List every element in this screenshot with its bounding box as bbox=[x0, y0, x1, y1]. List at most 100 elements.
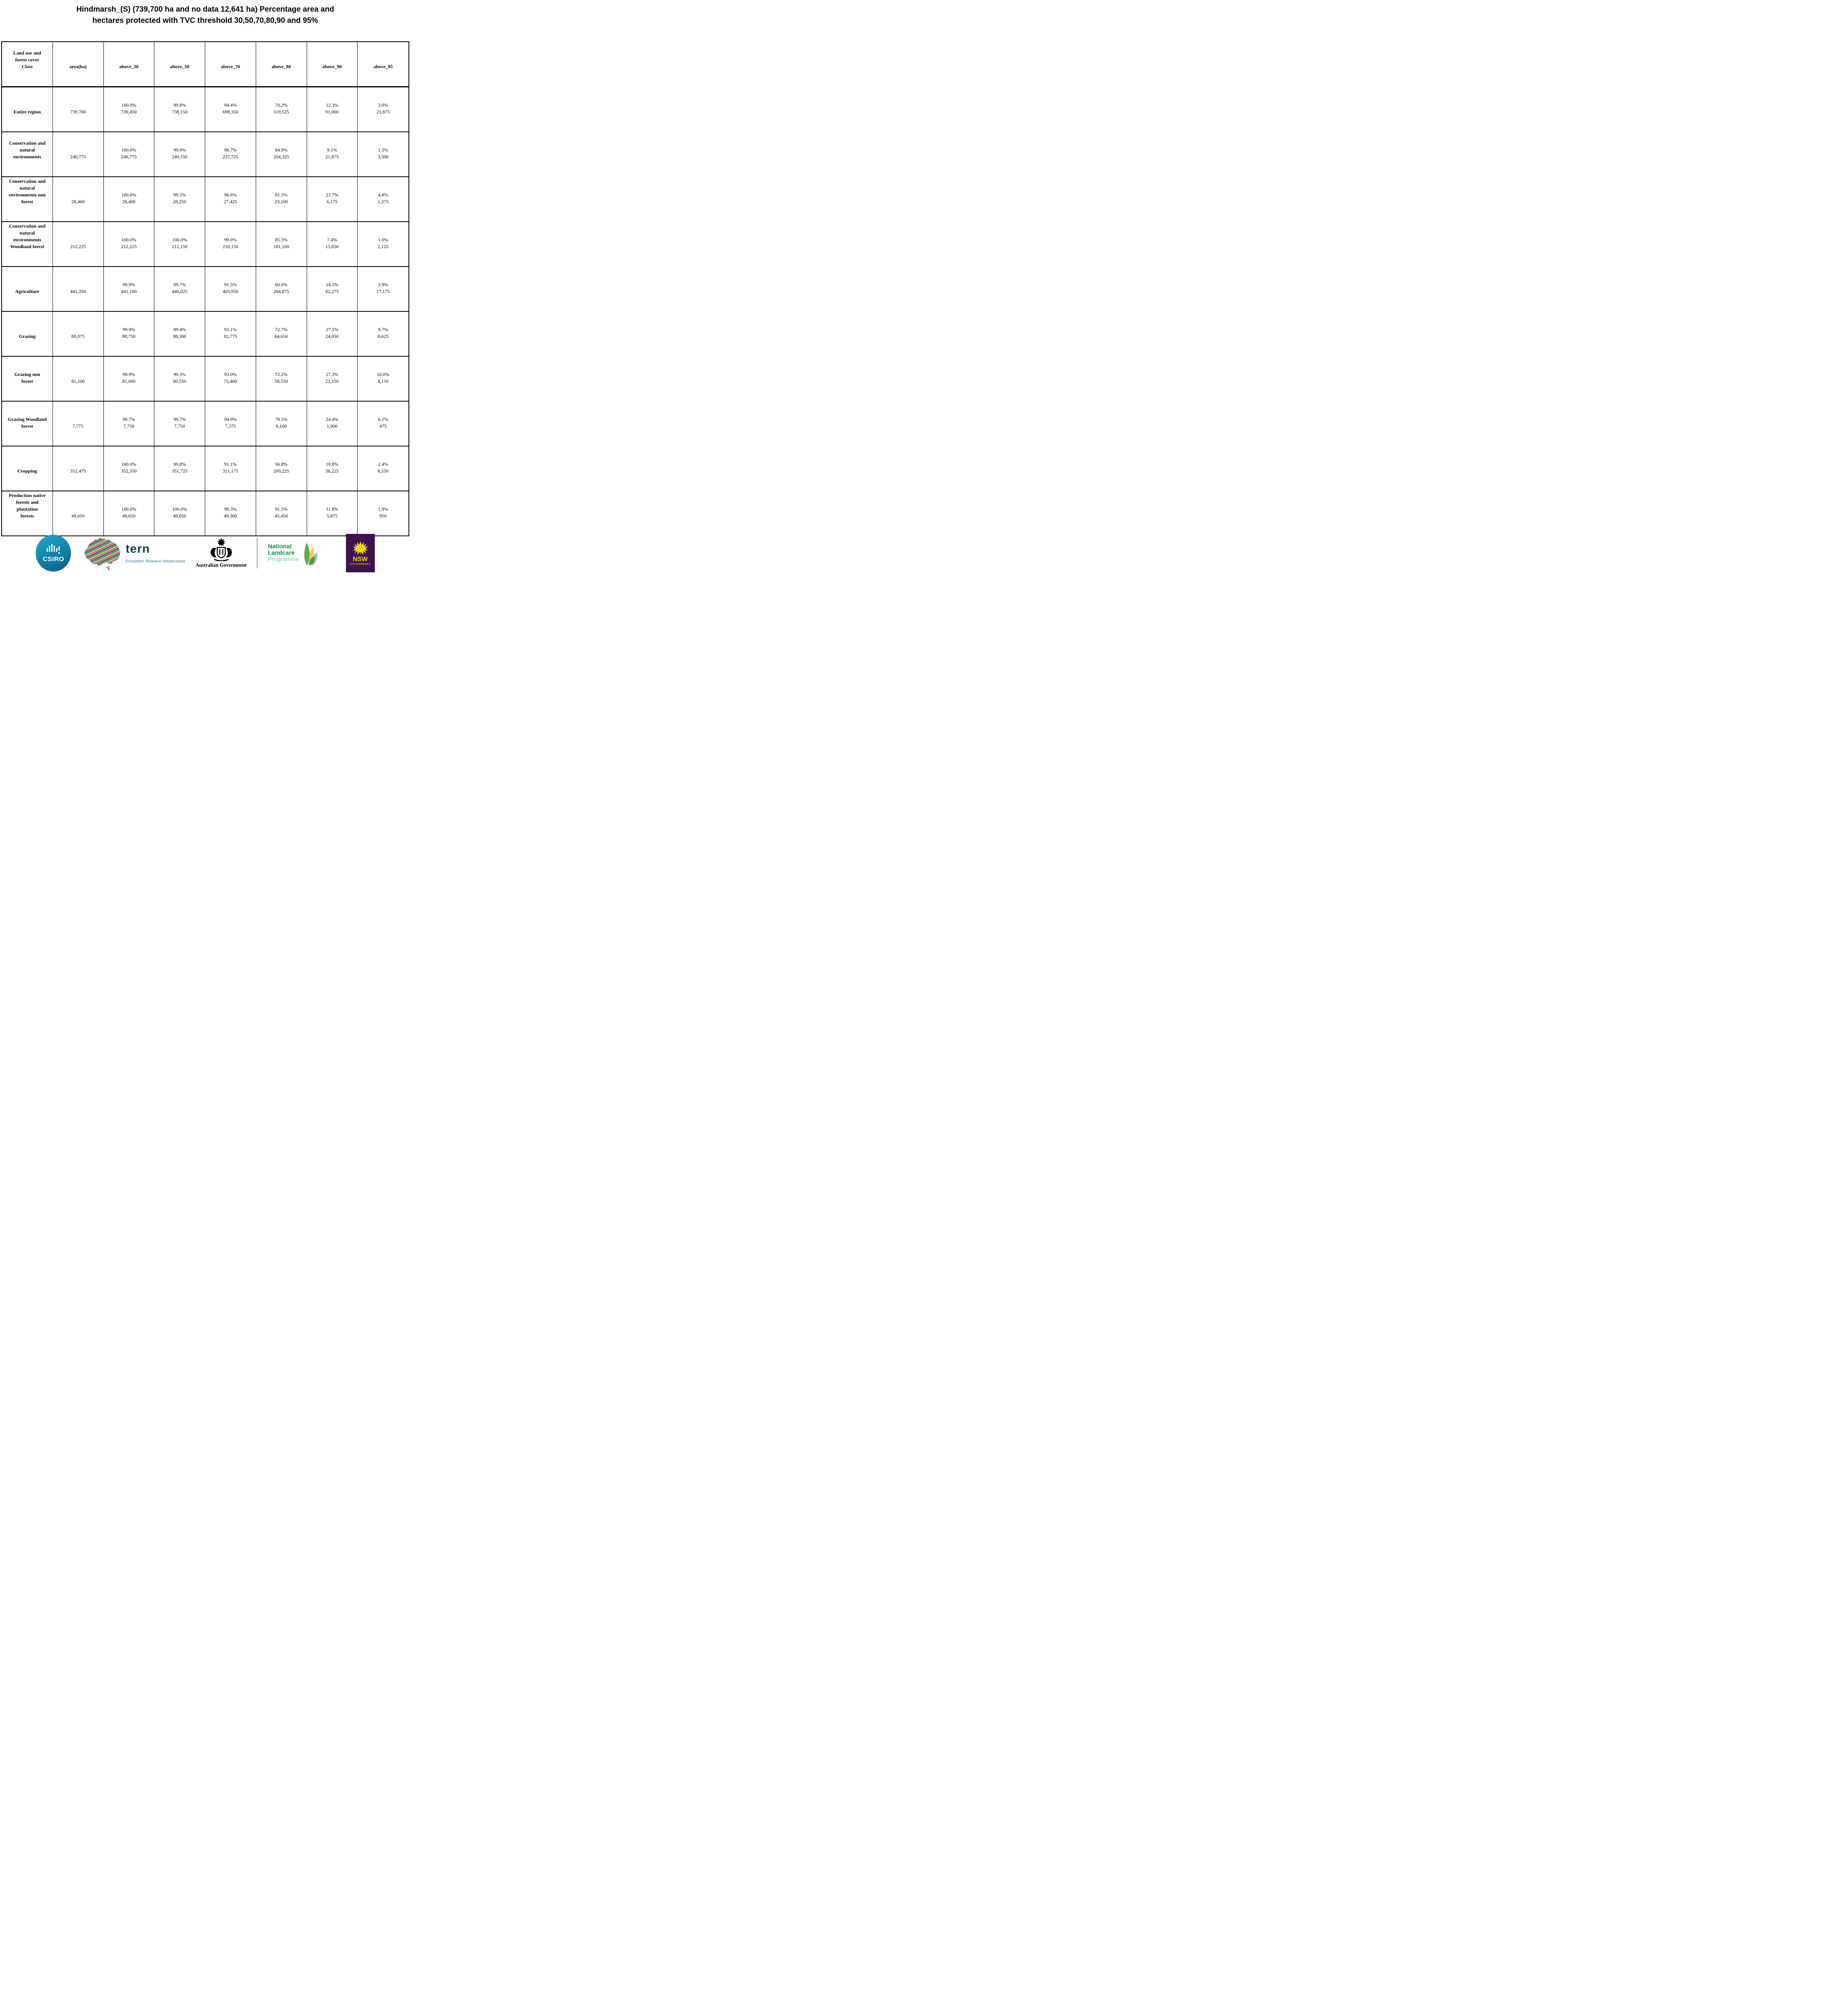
landcare-leaves-icon bbox=[304, 543, 317, 565]
area-cell: 240,775 bbox=[53, 132, 104, 176]
above-70-cell: 94.9% 7,375 bbox=[205, 402, 256, 446]
header-cell-above-50: above_50 bbox=[154, 42, 205, 86]
tern-subtitle: Ecosystem Research Infrastructure bbox=[125, 559, 185, 564]
above-70-cell: 93.0% 75,400 bbox=[205, 357, 256, 401]
above-50-cell: 99.5% 28,250 bbox=[154, 177, 205, 221]
nsw-sublabel: GOVERNMENT bbox=[350, 563, 371, 566]
table-row: Agriculture 441,350 99.9% 441,100 99.7% 44… bbox=[2, 267, 408, 312]
table-row: Entire region 739,700 100.0% 739,450 99.8… bbox=[2, 87, 408, 132]
page-title-line2: hectares protected with TVC threshold 30… bbox=[92, 16, 318, 25]
tern-logo: tern Ecosystem Research Infrastructure bbox=[81, 535, 185, 572]
row-label-cell: Conservation and natural environments Wo… bbox=[2, 222, 53, 266]
row-label-cell: Grazing bbox=[2, 312, 53, 356]
header-cell-class: Land use and forest cover Class bbox=[2, 42, 53, 86]
page-title: Hindmarsh_(S) (739,700 ha and no data 12… bbox=[33, 4, 378, 26]
nsw-waratah-icon bbox=[352, 541, 368, 556]
above-95-cell: 4.8% 1,375 bbox=[378, 192, 389, 204]
above-90-cell: 12.3% 91,000 bbox=[307, 87, 358, 131]
above-50-cell: 99.9% 240,550 bbox=[154, 132, 205, 176]
nsw-label: NSW bbox=[352, 556, 368, 563]
above-90-cell: 21.7% 6,175 bbox=[307, 177, 358, 221]
above-70-cell: 91.5% 403,950 bbox=[205, 267, 256, 311]
above-50-cell: 99.8% 738,150 bbox=[154, 87, 205, 131]
area-cell: 352,475 bbox=[53, 446, 104, 491]
above-70-cell: 96.6% 27,425 bbox=[205, 177, 256, 221]
above-30-cell: 99.9% 81,000 bbox=[104, 357, 155, 401]
above-90-cell: 27.3% 22,150 bbox=[307, 357, 358, 401]
landcare-line1: National bbox=[268, 543, 292, 550]
above-95-cell: 10.0% 8,150 bbox=[377, 372, 390, 384]
table-row: Conservation and natural environments Wo… bbox=[2, 222, 408, 267]
area-cell: 7,775 bbox=[53, 402, 104, 446]
australian-coat-of-arms-icon bbox=[210, 538, 232, 561]
header-cell-above-30: above_30 bbox=[104, 42, 155, 86]
nsw-government-logo: NSW GOVERNMENT bbox=[346, 534, 375, 572]
above-90-cell: 9.1% 21,875 bbox=[307, 132, 358, 176]
table-row: Production native forests and plantation… bbox=[2, 491, 408, 535]
table-header-row: Land use and forest cover Class area(ha)… bbox=[2, 42, 408, 87]
australian-government-logo: Australian Government bbox=[196, 538, 247, 568]
above-70-cell: 99.3% 49,300 bbox=[205, 491, 256, 535]
above-70-cell: 93.1% 82,775 bbox=[205, 312, 256, 356]
above-80-cell: 81.3% 23,100 bbox=[256, 177, 307, 221]
table-row: Grazing non forest 81,100 99.9% 81,000 99… bbox=[2, 357, 408, 402]
above-95-cell: 1.0% 2,125 bbox=[378, 237, 389, 249]
above-70-cell: 99.0% 210,150 bbox=[205, 222, 256, 266]
above-95-cell: 6.1% 475 bbox=[378, 416, 388, 429]
above-90-cell: 27.1% 24,050 bbox=[307, 312, 358, 356]
above-90-cell: 14.1% 62,275 bbox=[307, 267, 358, 311]
tern-label: tern bbox=[125, 542, 150, 556]
above-95-cell: 1.5% 3,500 bbox=[378, 147, 389, 160]
national-landcare-logo: National Landcare Programme bbox=[268, 540, 321, 566]
row-label-cell: Agriculture bbox=[2, 267, 53, 311]
above-80-cell: 84.9% 204,325 bbox=[256, 132, 307, 176]
above-80-cell: 91.5% 45,450 bbox=[256, 491, 307, 535]
row-label-cell: Grazing non forest bbox=[2, 357, 53, 401]
above-30-cell: 100.0% 28,400 bbox=[104, 177, 155, 221]
above-30-cell: 99.9% 88,750 bbox=[104, 312, 155, 356]
area-cell: 49,650 bbox=[53, 491, 104, 535]
above-30-cell: 100.0% 240,775 bbox=[104, 132, 155, 176]
above-30-cell: 100.0% 352,350 bbox=[104, 446, 155, 491]
row-label-cell: Cropping bbox=[2, 446, 53, 491]
area-cell: 81,100 bbox=[53, 357, 104, 401]
above-80-cell: 60.0% 264,875 bbox=[256, 267, 307, 311]
above-50-cell: 100.0% 49,650 bbox=[154, 491, 205, 535]
table-row: Cropping 352,475 100.0% 352,350 99.8% 351,… bbox=[2, 446, 408, 491]
table-row: Conservation and natural environments no… bbox=[2, 177, 408, 222]
csiro-waves-icon bbox=[47, 544, 60, 554]
above-50-cell: 99.7% 7,750 bbox=[154, 402, 205, 446]
table-row: Grazing Woodland forest 7,775 99.7% 7,750… bbox=[2, 402, 408, 446]
row-label-cell: Conservation and natural environments bbox=[2, 132, 53, 176]
above-30-cell: 100.0% 212,225 bbox=[104, 222, 155, 266]
csiro-label: CSIRO bbox=[42, 556, 64, 563]
area-cell: 739,700 bbox=[53, 87, 104, 131]
above-80-cell: 85.3% 181,100 bbox=[256, 222, 307, 266]
area-cell: 88,875 bbox=[53, 312, 104, 356]
area-cell: 28,400 bbox=[53, 177, 104, 221]
above-95-cell: 3.0% 21,875 bbox=[376, 102, 390, 115]
above-30-cell: 99.9% 441,100 bbox=[104, 267, 155, 311]
csiro-logo: CSIRO bbox=[36, 535, 71, 572]
table-row: Conservation and natural environments 24… bbox=[2, 132, 408, 177]
tern-australia-map-icon bbox=[85, 537, 120, 571]
header-cell-area: area(ha) bbox=[53, 42, 104, 86]
above-50-cell: 99.8% 351,725 bbox=[154, 446, 205, 491]
above-90-cell: 11.8% 5,875 bbox=[307, 491, 358, 535]
above-80-cell: 56.8% 200,225 bbox=[256, 446, 307, 491]
header-cell-above-70: above_70 bbox=[205, 42, 256, 86]
above-80-cell: 78.5% 6,100 bbox=[256, 402, 307, 446]
header-cell-above-80: above_80 bbox=[256, 42, 307, 86]
header-cell-above-95: above_95 bbox=[373, 64, 393, 69]
above-95-cell: 2.4% 8,550 bbox=[378, 461, 389, 474]
above-80-cell: 72.2% 58,550 bbox=[256, 357, 307, 401]
data-table: Land use and forest cover Class area(ha)… bbox=[1, 41, 409, 536]
area-cell: 212,225 bbox=[53, 222, 104, 266]
page-title-line1: Hindmarsh_(S) (739,700 ha and no data 12… bbox=[76, 5, 334, 14]
row-label-cell: Conservation and natural environments no… bbox=[2, 177, 53, 221]
above-90-cell: 10.8% 38,225 bbox=[307, 446, 358, 491]
above-30-cell: 100.0% 49,650 bbox=[104, 491, 155, 535]
above-70-cell: 91.1% 321,175 bbox=[205, 446, 256, 491]
above-30-cell: 99.7% 7,750 bbox=[104, 402, 155, 446]
above-80-cell: 70.2% 519,525 bbox=[256, 87, 307, 131]
